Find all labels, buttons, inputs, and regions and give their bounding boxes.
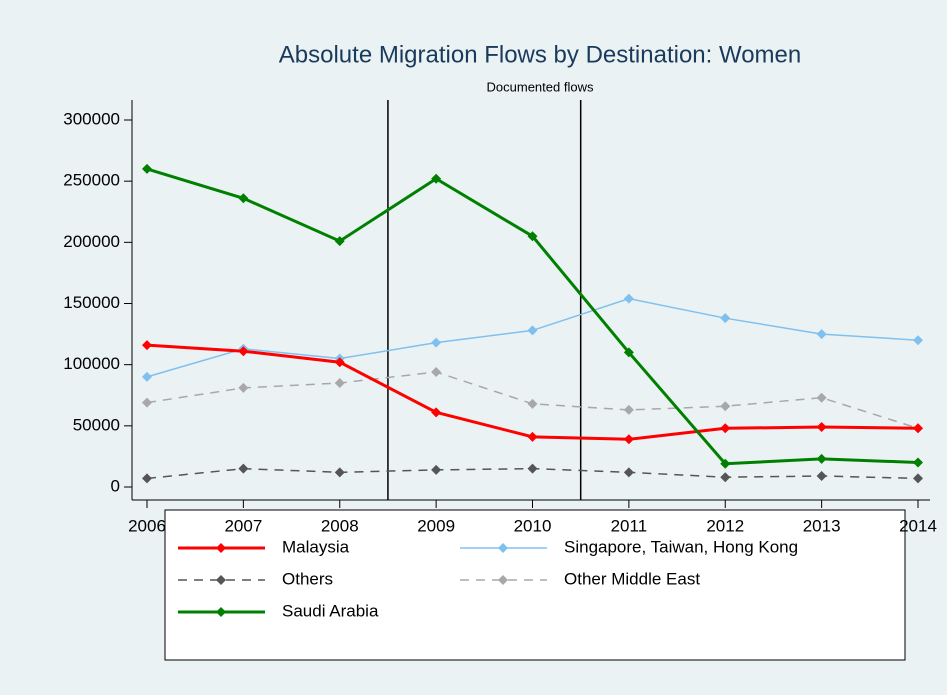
point xyxy=(816,329,827,340)
point xyxy=(816,453,827,464)
legend-label: Singapore, Taiwan, Hong Kong xyxy=(564,537,798,556)
point xyxy=(334,378,345,389)
point xyxy=(720,472,731,483)
point xyxy=(913,335,923,346)
legend-marker xyxy=(216,607,226,617)
point xyxy=(816,392,827,403)
point xyxy=(623,347,634,358)
point xyxy=(527,463,538,474)
legend-marker xyxy=(498,575,508,585)
point xyxy=(238,463,249,474)
point xyxy=(623,434,634,445)
y-tick-label: 50000 xyxy=(73,415,120,434)
point xyxy=(142,473,152,484)
point xyxy=(913,473,923,484)
legend-marker xyxy=(216,543,226,553)
legend-label: Others xyxy=(282,569,333,588)
legend xyxy=(164,509,906,661)
y-tick-label: 200000 xyxy=(63,232,120,251)
point xyxy=(720,313,731,324)
x-tick-label: 2012 xyxy=(706,516,744,535)
point xyxy=(527,231,538,242)
point xyxy=(334,467,345,478)
y-tick-label: 300000 xyxy=(63,109,120,128)
legend-label: Malaysia xyxy=(282,537,350,556)
point xyxy=(142,340,152,351)
point xyxy=(238,346,249,357)
point xyxy=(623,293,634,304)
point xyxy=(142,397,152,408)
point xyxy=(527,398,538,409)
point xyxy=(527,325,538,336)
chart-subtitle: Documented flows xyxy=(487,79,594,94)
x-tick-label: 2006 xyxy=(128,516,166,535)
point xyxy=(334,357,345,368)
y-tick-label: 250000 xyxy=(63,171,120,190)
x-tick-label: 2007 xyxy=(224,516,262,535)
point xyxy=(431,407,442,418)
y-tick-label: 0 xyxy=(111,476,120,495)
point xyxy=(720,458,731,469)
point xyxy=(142,371,152,382)
x-tick-label: 2010 xyxy=(514,516,552,535)
point xyxy=(334,236,345,247)
point xyxy=(238,382,249,393)
x-tick-label: 2008 xyxy=(321,516,359,535)
point xyxy=(431,464,442,475)
legend-marker xyxy=(498,543,508,553)
point xyxy=(913,423,923,434)
y-tick-label: 150000 xyxy=(63,293,120,312)
point xyxy=(431,173,442,184)
x-tick-label: 2014 xyxy=(899,516,937,535)
point xyxy=(431,337,442,348)
y-tick-label: 100000 xyxy=(63,354,120,373)
point xyxy=(527,431,538,442)
point xyxy=(816,470,827,481)
legend-marker xyxy=(216,575,226,585)
point xyxy=(142,163,152,174)
point xyxy=(720,423,731,434)
point xyxy=(913,457,923,468)
point xyxy=(720,401,731,412)
x-tick-label: 2009 xyxy=(417,516,455,535)
point xyxy=(431,367,442,378)
x-tick-label: 2013 xyxy=(803,516,841,535)
point xyxy=(238,193,249,204)
point xyxy=(816,422,827,433)
legend-label: Other Middle East xyxy=(564,569,700,588)
point xyxy=(623,404,634,415)
legend-label: Saudi Arabia xyxy=(282,601,379,620)
point xyxy=(623,467,634,478)
x-tick-label: 2011 xyxy=(611,516,648,535)
chart-title: Absolute Migration Flows by Destination:… xyxy=(279,41,801,68)
